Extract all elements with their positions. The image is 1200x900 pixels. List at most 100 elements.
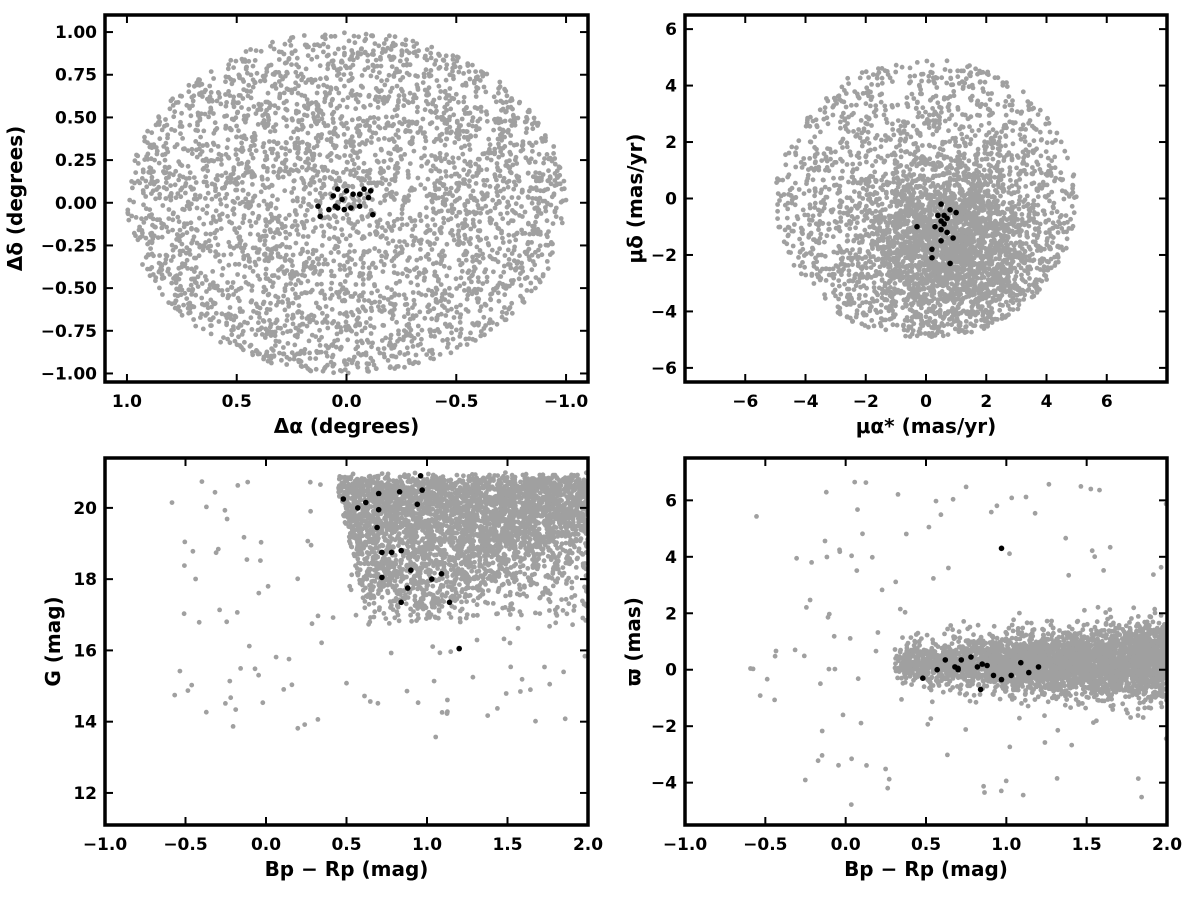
background-point xyxy=(231,292,237,297)
background-point xyxy=(857,75,863,81)
background-point xyxy=(375,105,381,110)
background-point xyxy=(425,309,431,315)
background-point xyxy=(133,233,138,239)
background-point xyxy=(211,142,217,148)
background-point xyxy=(173,195,179,201)
background-point xyxy=(322,90,328,95)
background-point xyxy=(372,246,378,251)
background-point xyxy=(276,299,281,305)
background-point xyxy=(201,302,207,308)
background-point xyxy=(412,223,418,229)
background-point xyxy=(435,278,441,284)
background-point xyxy=(812,134,818,140)
background-point xyxy=(915,114,921,120)
background-point xyxy=(434,125,440,131)
background-point xyxy=(1012,277,1017,282)
background-point xyxy=(313,300,319,306)
background-point xyxy=(400,41,405,47)
background-point xyxy=(256,101,262,107)
background-point xyxy=(346,38,352,44)
background-point xyxy=(380,304,386,309)
background-point xyxy=(348,153,353,159)
background-point xyxy=(204,203,210,209)
background-point xyxy=(336,90,342,96)
background-point xyxy=(237,241,243,246)
background-point xyxy=(807,123,813,129)
background-point xyxy=(488,208,493,214)
background-point xyxy=(532,262,538,268)
background-point xyxy=(320,167,326,173)
background-point xyxy=(405,258,411,263)
background-point xyxy=(1044,277,1049,282)
background-point xyxy=(242,319,247,325)
background-point xyxy=(518,148,524,154)
background-point xyxy=(454,304,459,310)
background-point xyxy=(494,285,500,290)
background-point xyxy=(559,220,565,226)
background-point xyxy=(329,58,335,64)
background-point xyxy=(264,310,269,316)
background-point xyxy=(292,162,298,168)
background-point xyxy=(458,302,463,308)
background-point xyxy=(348,270,353,276)
background-point xyxy=(243,136,249,142)
background-point xyxy=(464,342,470,347)
member-point xyxy=(350,191,356,197)
background-point xyxy=(155,178,160,184)
background-point xyxy=(477,228,483,233)
background-point xyxy=(316,84,321,89)
background-point xyxy=(400,271,405,277)
background-point xyxy=(153,196,159,202)
background-point xyxy=(979,157,985,162)
background-point xyxy=(248,72,254,78)
background-point xyxy=(289,35,294,41)
background-point xyxy=(299,117,305,123)
background-point xyxy=(481,84,487,90)
background-point xyxy=(281,100,287,106)
background-point xyxy=(227,340,233,346)
background-point xyxy=(361,260,366,266)
background-point xyxy=(344,212,350,218)
background-point xyxy=(282,41,288,47)
background-point xyxy=(304,218,310,224)
background-point xyxy=(416,270,422,276)
background-point xyxy=(484,177,490,183)
background-point xyxy=(193,292,199,298)
background-point xyxy=(540,272,546,277)
background-point xyxy=(191,83,197,89)
background-point xyxy=(487,184,493,189)
background-point xyxy=(872,169,878,175)
background-point xyxy=(178,122,184,128)
background-point xyxy=(307,191,313,196)
background-point xyxy=(522,209,528,215)
background-point xyxy=(390,238,396,244)
background-point xyxy=(388,47,394,52)
y-tick-label: 0.00 xyxy=(55,194,97,214)
background-point xyxy=(450,336,456,342)
y-tick-label: −0.75 xyxy=(41,322,97,342)
background-point xyxy=(319,288,325,294)
background-point xyxy=(309,204,314,210)
background-point xyxy=(187,310,193,315)
background-point xyxy=(262,149,268,155)
background-point xyxy=(221,185,227,191)
background-point xyxy=(303,212,308,218)
background-point xyxy=(148,181,153,187)
background-point xyxy=(529,121,535,127)
background-point xyxy=(488,327,494,332)
background-point xyxy=(376,89,382,95)
background-point xyxy=(311,145,317,151)
background-point xyxy=(409,339,415,344)
background-point xyxy=(233,177,239,182)
background-point xyxy=(418,182,424,188)
background-point xyxy=(506,257,512,262)
background-point xyxy=(298,203,304,209)
background-point xyxy=(488,157,494,163)
background-point xyxy=(519,187,525,193)
background-point xyxy=(348,77,354,83)
background-point xyxy=(286,56,292,61)
background-point xyxy=(389,287,394,293)
background-point xyxy=(396,292,402,298)
background-point xyxy=(336,249,341,255)
background-point xyxy=(478,333,484,339)
